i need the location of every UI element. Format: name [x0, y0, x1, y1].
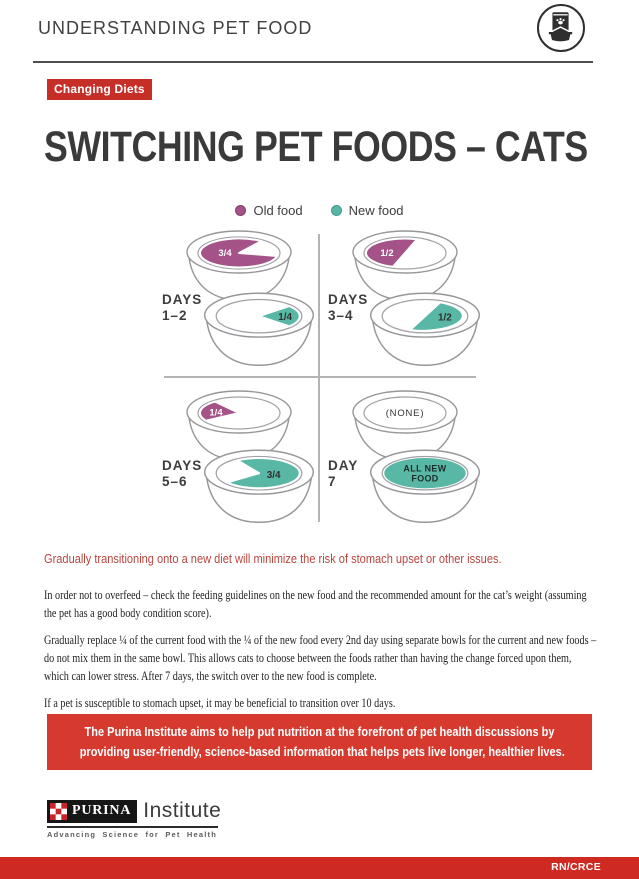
legend: Old food New food — [0, 203, 639, 218]
legend-item-new-food: New food — [330, 203, 404, 218]
paragraph-1: In order not to overfeed – check the fee… — [44, 588, 587, 620]
day-word: DAYS — [162, 292, 203, 307]
day-range-label: DAYS 5–6 — [162, 458, 202, 490]
old-food-swatch-icon — [235, 205, 247, 216]
none-label: (NONE) — [386, 408, 425, 419]
new-fraction-label: 1/4 — [278, 312, 292, 323]
day-word: DAYS — [162, 458, 203, 473]
day-range-label: DAYS 1–2 — [162, 292, 202, 324]
pet-food-bag-icon — [548, 12, 573, 42]
legend-item-old-food: Old food — [235, 203, 303, 218]
diagram-horizontal-divider — [164, 376, 476, 378]
all-new-food-label-line2: FOOD — [411, 474, 438, 484]
purina-institute-callout: The Purina Institute aims to help put nu… — [47, 714, 592, 770]
day-range-label: DAYS 3–4 — [328, 292, 368, 324]
all-new-food-fill — [384, 458, 466, 489]
brand-name: PURINA — [72, 803, 132, 818]
quadrant-days-3-4: 1/2 1/2 DAYS 3–4 — [326, 230, 484, 376]
lead-sentence: Gradually transitioning onto a new diet … — [44, 551, 502, 566]
body-copy: In order not to overfeed – check the fee… — [44, 586, 597, 721]
purina-institute-logo: PURINA Institute Advancing Science for P… — [47, 799, 221, 839]
quadrant-days-5-6: 1/4 3/4 DAYS 5–6 — [160, 384, 318, 530]
quadrant-days-1-2: 3/4 1/4 DAYS 1–2 — [160, 230, 318, 376]
old-food-bowl: 1/4 — [186, 390, 292, 461]
legend-new-label: New food — [348, 203, 404, 218]
new-food-bowl: 1/4 — [203, 292, 315, 366]
brand-divider — [47, 826, 218, 828]
day-range-label: DAY 7 — [328, 458, 358, 490]
diagram-vertical-divider — [318, 234, 320, 522]
quadrant-day-7: (NONE) ALL NEW FOOD DAY 7 — [326, 384, 484, 530]
day-range: 3–4 — [328, 307, 354, 323]
document-code: RN/CRCE — [551, 861, 601, 873]
old-food-bowl: 1/2 — [352, 230, 458, 301]
legend-old-label: Old food — [253, 203, 303, 218]
new-food-wedge — [257, 305, 301, 328]
new-food-bowl: 1/2 — [369, 292, 481, 366]
old-fraction-label: 1/2 — [380, 248, 393, 259]
callout-line2: providing user-friendly, science-based i… — [79, 745, 565, 759]
day-range: 5–6 — [162, 473, 188, 489]
old-food-bowl-empty: (NONE) — [352, 390, 458, 461]
day-range: 1–2 — [162, 307, 188, 323]
paragraph-3: If a pet is susceptible to stomach upset… — [44, 696, 396, 710]
page-title: SWITCHING PET FOODS – CATS — [44, 123, 588, 171]
old-food-bowl: 3/4 — [186, 230, 292, 301]
brand-tagline: Advancing Science for Pet Health — [47, 829, 218, 839]
day-word: DAYS — [328, 292, 369, 307]
checkerboard-icon — [50, 802, 67, 820]
day-word: DAY — [328, 458, 359, 473]
brand-suffix: Institute — [143, 799, 222, 822]
pet-food-bag-bowl-icon — [537, 4, 585, 52]
callout-line1: The Purina Institute aims to help put nu… — [84, 725, 555, 739]
new-food-wedge — [225, 457, 301, 490]
new-food-swatch-icon — [330, 205, 342, 216]
old-food-wedge — [199, 400, 240, 422]
bottom-bar: RN/CRCE — [0, 857, 639, 879]
old-food-wedge — [199, 237, 279, 269]
day-range: 7 — [328, 473, 337, 489]
masthead-title: UNDERSTANDING PET FOOD — [38, 18, 313, 38]
new-food-bowl-full: ALL NEW FOOD — [369, 449, 481, 523]
purina-wordmark: PURINA — [47, 799, 138, 823]
old-food-wedge — [365, 237, 419, 268]
new-fraction-label: 1/2 — [438, 312, 452, 323]
all-new-food-label-line1: ALL NEW — [403, 464, 446, 474]
new-food-wedge — [408, 301, 464, 332]
header-divider — [33, 61, 593, 63]
new-fraction-label: 3/4 — [267, 470, 281, 481]
new-food-bowl: 3/4 — [203, 449, 315, 523]
old-fraction-label: 1/4 — [209, 408, 223, 419]
old-fraction-label: 3/4 — [218, 248, 232, 259]
transition-diagram: 3/4 1/4 DAYS 1–2 1/2 — [0, 228, 639, 526]
section-badge: Changing Diets — [47, 79, 152, 100]
paragraph-2: Gradually replace ¼ of the current food … — [44, 633, 597, 683]
